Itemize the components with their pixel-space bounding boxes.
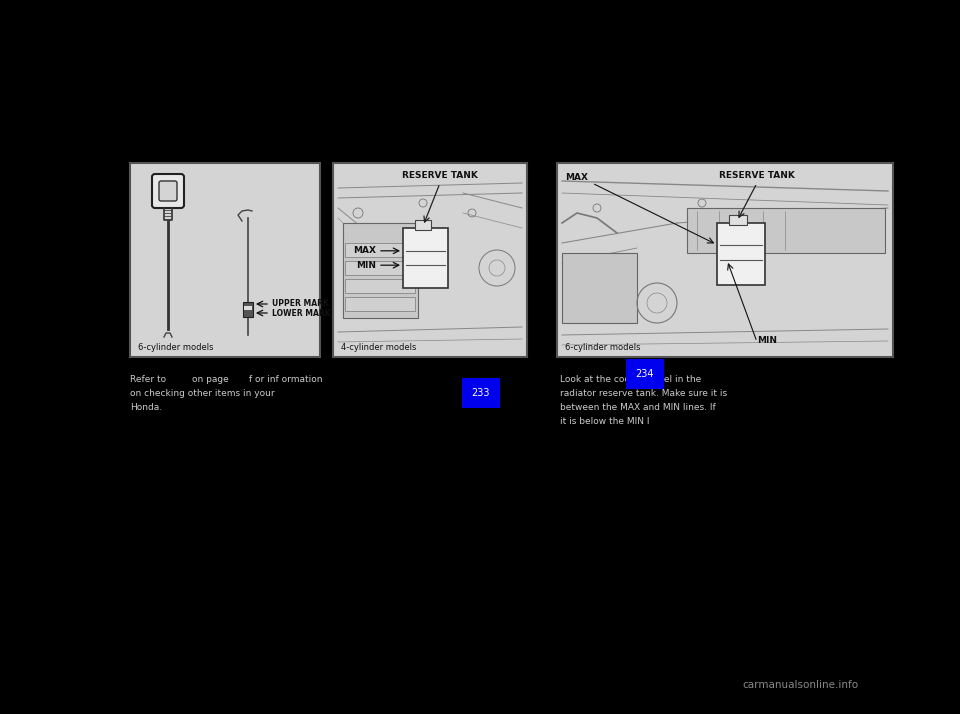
Bar — [243, 302, 253, 317]
Text: LOWER MARK: LOWER MARK — [272, 308, 330, 318]
Bar — [403, 228, 448, 288]
Text: MAX: MAX — [353, 246, 376, 256]
Bar — [345, 297, 415, 311]
Text: Refer to         on page       f or inf ormation: Refer to on page f or inf ormation — [130, 375, 323, 384]
Text: between the MAX and MIN lines. If: between the MAX and MIN lines. If — [560, 403, 716, 412]
Bar — [333, 163, 527, 357]
Text: carmanualsonline.info: carmanualsonline.info — [742, 680, 858, 690]
Bar — [345, 243, 415, 257]
Text: it is below the MIN l: it is below the MIN l — [560, 417, 650, 426]
Text: RESERVE TANK: RESERVE TANK — [402, 171, 478, 179]
Text: UPPER MARK: UPPER MARK — [272, 299, 329, 308]
Text: 234: 234 — [636, 369, 655, 379]
Bar — [729, 215, 747, 225]
Bar — [562, 253, 637, 323]
Text: Honda.: Honda. — [130, 403, 162, 412]
Text: MIN: MIN — [757, 336, 777, 345]
Bar — [244, 306, 252, 310]
Text: 233: 233 — [471, 388, 491, 398]
Text: 4-cylinder models: 4-cylinder models — [341, 343, 417, 352]
Bar — [130, 163, 320, 357]
Bar — [415, 220, 431, 230]
Text: radiator reserve tank. Make sure it is: radiator reserve tank. Make sure it is — [560, 389, 727, 398]
FancyBboxPatch shape — [159, 181, 177, 201]
Bar — [343, 223, 418, 318]
Text: RESERVE TANK: RESERVE TANK — [719, 171, 795, 179]
Bar — [687, 208, 885, 253]
Bar — [717, 223, 765, 285]
Text: Look at the coolant level in the: Look at the coolant level in the — [560, 375, 701, 384]
Text: on checking other items in your: on checking other items in your — [130, 389, 275, 398]
Text: MAX: MAX — [565, 173, 588, 181]
Text: 6-cylinder models: 6-cylinder models — [138, 343, 213, 352]
FancyBboxPatch shape — [152, 174, 184, 208]
Bar — [345, 261, 415, 275]
Text: 6-cylinder models: 6-cylinder models — [565, 343, 640, 352]
Bar — [345, 279, 415, 293]
Bar — [557, 163, 893, 357]
Text: MIN: MIN — [356, 261, 376, 270]
